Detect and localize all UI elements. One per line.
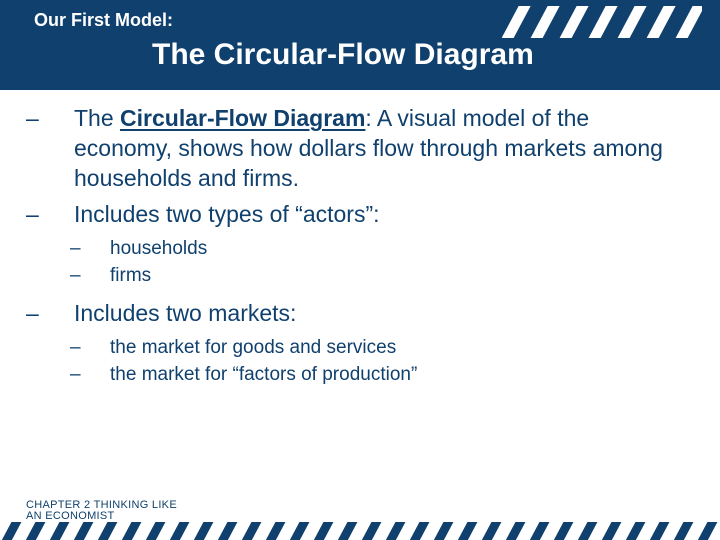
bullet-3a-text: the market for goods and services bbox=[110, 337, 396, 358]
header-band: Our First Model: The Circular-Flow Diagr… bbox=[0, 0, 720, 90]
dash-icon: – bbox=[50, 200, 74, 230]
decorative-hatch-top bbox=[502, 6, 702, 38]
bullet-3a: –the market for goods and services bbox=[90, 335, 670, 361]
bullet-2a-text: households bbox=[110, 238, 207, 259]
bullet-3-text: Includes two markets: bbox=[74, 300, 296, 326]
slide: Our First Model: The Circular-Flow Diagr… bbox=[0, 0, 720, 540]
bullet-2-text: Includes two types of “actors”: bbox=[74, 201, 380, 227]
chapter-line-2: AN ECONOMIST bbox=[26, 510, 177, 522]
body-text: –The Circular-Flow Diagram: A visual mod… bbox=[50, 100, 670, 390]
decorative-hatch-bottom bbox=[0, 522, 720, 540]
dash-icon: – bbox=[50, 299, 74, 329]
dash-icon: – bbox=[90, 362, 110, 388]
chapter-footer: CHAPTER 2 THINKING LIKE AN ECONOMIST bbox=[26, 499, 177, 522]
bullet-2a: –households bbox=[90, 236, 670, 262]
bullet-2: –Includes two types of “actors”: bbox=[50, 200, 670, 230]
bullet-3: –Includes two markets: bbox=[50, 299, 670, 329]
bullet-1: –The Circular-Flow Diagram: A visual mod… bbox=[50, 104, 670, 194]
bullet-2b-text: firms bbox=[110, 265, 151, 286]
bullet-3b-text: the market for “factors of production” bbox=[110, 364, 417, 385]
bullet-3b: –the market for “factors of production” bbox=[90, 362, 670, 388]
pretitle: Our First Model: bbox=[34, 10, 173, 31]
dash-icon: – bbox=[90, 335, 110, 361]
bullet-1-term: Circular-Flow Diagram bbox=[120, 105, 365, 131]
bullet-1-lead: The bbox=[74, 105, 120, 131]
dash-icon: – bbox=[90, 263, 110, 289]
dash-icon: – bbox=[50, 104, 74, 134]
bullet-2b: –firms bbox=[90, 263, 670, 289]
slide-title: The Circular-Flow Diagram bbox=[152, 38, 534, 72]
dash-icon: – bbox=[90, 236, 110, 262]
